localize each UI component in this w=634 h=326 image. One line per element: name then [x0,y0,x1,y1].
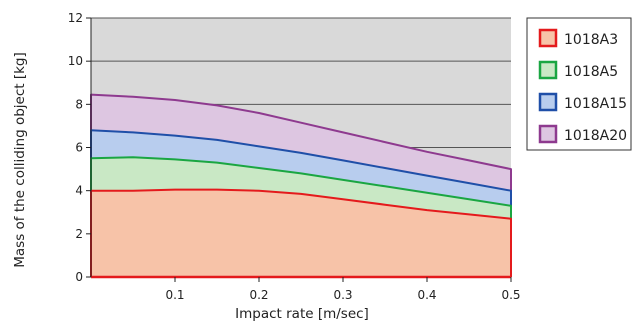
area-1018A3 [91,189,511,277]
x-axis-title: Impact rate [m/sec] [235,306,369,322]
y-tick-label: 10 [68,54,83,68]
legend-swatch-1018A20 [538,124,558,144]
x-tick-label: 0.4 [417,288,436,302]
y-tick-label: 4 [75,184,83,198]
legend-label-1018A5: 1018A5 [564,64,618,80]
legend-label-1018A15: 1018A15 [564,96,627,112]
y-tick-label: 2 [75,227,83,241]
y-axis-title: Mass of the colliding object [kg] [12,52,28,268]
y-tick-label: 6 [75,141,83,155]
legend-swatch-1018A3 [538,28,558,48]
y-tick-label: 0 [75,270,83,284]
legend-label-1018A3: 1018A3 [564,32,618,48]
tick-labels: 0 2 4 6 8 10 12 0.1 0.2 0.3 0.4 0.5 [68,11,521,302]
series-areas [90,93,512,279]
axes [86,17,512,282]
legend-swatch-1018A15 [538,92,558,112]
y-tick-label: 8 [75,97,83,111]
x-tick-label: 0.3 [333,288,352,302]
x-tick-label: 0.5 [501,288,520,302]
line-1018A5 [90,156,512,277]
line-1018A20 [90,93,512,277]
line-1018A15 [90,129,512,277]
x-tick-label: 0.1 [165,288,184,302]
legend: 1018A3 1018A5 1018A15 1018A20 [526,17,632,151]
legend-swatch-1018A5 [538,60,558,80]
x-tick-label: 0.2 [249,288,268,302]
y-tick-label: 12 [68,11,83,25]
legend-label-1018A20: 1018A20 [564,128,627,144]
line-1018A3 [90,188,512,277]
